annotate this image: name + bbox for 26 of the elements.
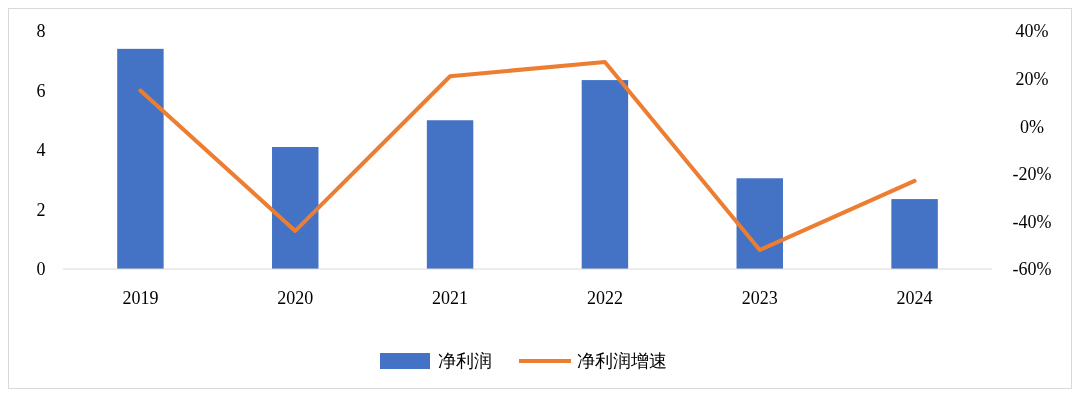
x-tick-label: 2024 (896, 288, 933, 308)
x-tick-label: 2019 (122, 288, 159, 308)
legend-label: 净利润 (438, 350, 492, 372)
bar (272, 147, 319, 269)
y2-tick-label: 0% (1020, 116, 1044, 137)
bar (426, 120, 474, 269)
y2-tick-label: -60% (1012, 259, 1052, 280)
y2-tick-label: -20% (1012, 164, 1052, 185)
y-tick-label: 2 (36, 199, 46, 220)
y-tick-label: 8 (36, 21, 46, 42)
y2-tick-label: 20% (1015, 68, 1049, 89)
bar (117, 48, 164, 269)
x-tick-label: 2021 (432, 288, 469, 308)
y2-tick-label: -40% (1012, 211, 1052, 232)
bar (891, 199, 938, 269)
y-tick-label: 0 (36, 259, 46, 280)
y-tick-label: 4 (36, 140, 46, 161)
x-tick-label: 2020 (277, 288, 314, 308)
y2-tick-label: 40% (1015, 21, 1049, 42)
line-series (138, 59, 917, 252)
x-tick-label: 2023 (741, 288, 778, 308)
legend-label: 净利润增速 (577, 350, 667, 372)
x-tick-label: 2022 (586, 288, 623, 308)
bar (736, 178, 783, 269)
bar (581, 80, 629, 269)
y-tick-label: 6 (36, 80, 46, 101)
